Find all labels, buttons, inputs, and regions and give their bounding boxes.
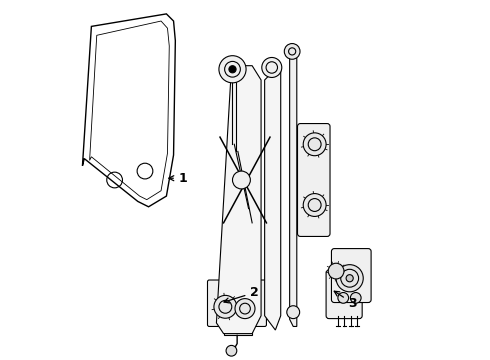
- Circle shape: [338, 293, 348, 303]
- FancyBboxPatch shape: [331, 249, 371, 302]
- Polygon shape: [217, 66, 261, 334]
- FancyBboxPatch shape: [326, 270, 362, 319]
- Circle shape: [226, 345, 237, 356]
- Circle shape: [235, 298, 255, 319]
- Circle shape: [303, 194, 326, 216]
- Polygon shape: [290, 51, 297, 327]
- Polygon shape: [223, 325, 252, 336]
- Text: 3: 3: [334, 291, 357, 310]
- Text: 2: 2: [224, 286, 259, 303]
- FancyBboxPatch shape: [207, 280, 267, 327]
- Polygon shape: [265, 66, 281, 330]
- Polygon shape: [90, 21, 169, 200]
- Circle shape: [336, 265, 363, 292]
- Circle shape: [229, 66, 236, 73]
- FancyBboxPatch shape: [297, 123, 330, 237]
- Text: 1: 1: [169, 172, 188, 185]
- Circle shape: [350, 293, 361, 303]
- Circle shape: [284, 44, 300, 59]
- Circle shape: [346, 275, 353, 282]
- Circle shape: [232, 171, 250, 189]
- Circle shape: [303, 133, 326, 156]
- Circle shape: [214, 296, 237, 318]
- Circle shape: [219, 56, 246, 83]
- Circle shape: [262, 58, 282, 77]
- Circle shape: [287, 306, 300, 319]
- Circle shape: [328, 263, 344, 279]
